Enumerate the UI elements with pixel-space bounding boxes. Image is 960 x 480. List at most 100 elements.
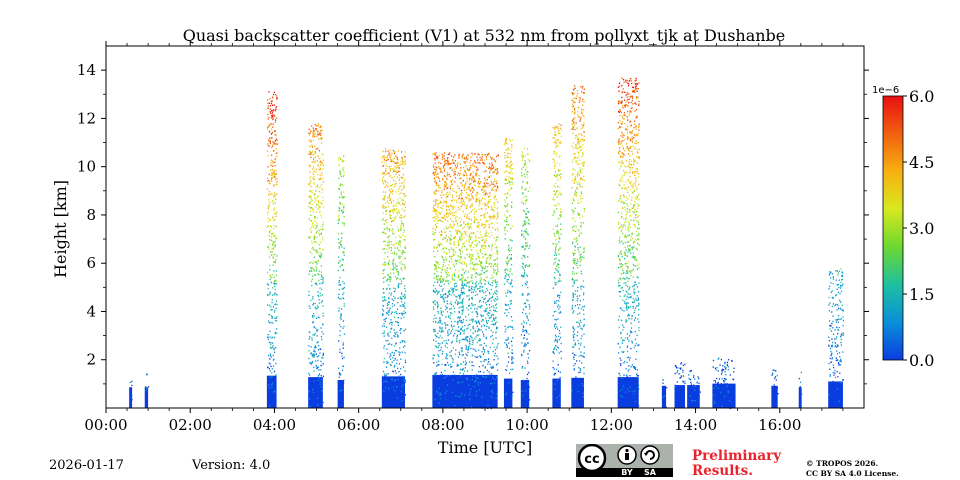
signal-point — [554, 131, 556, 133]
signal-point — [459, 259, 461, 261]
signal-point — [390, 221, 393, 223]
signal-point — [322, 228, 324, 231]
signal-point — [397, 322, 399, 324]
signal-point — [508, 342, 510, 344]
signal-point — [441, 231, 443, 233]
signal-point — [398, 174, 400, 177]
signal-point — [510, 292, 512, 294]
signal-point — [272, 254, 274, 256]
signal-point — [485, 270, 487, 273]
signal-point — [386, 226, 388, 228]
surface-layer — [129, 387, 133, 408]
signal-point — [582, 387, 584, 390]
signal-point — [445, 201, 447, 203]
signal-point — [492, 323, 495, 325]
signal-point — [446, 307, 448, 309]
signal-point — [577, 321, 579, 323]
signal-point — [275, 143, 277, 145]
signal-point — [466, 346, 468, 348]
signal-point — [385, 380, 387, 382]
signal-point — [484, 198, 486, 200]
signal-point — [400, 185, 402, 187]
signal-point — [394, 263, 396, 265]
signal-point — [433, 166, 435, 168]
signal-point — [404, 290, 407, 292]
signal-point — [342, 222, 344, 224]
signal-point — [389, 390, 391, 392]
signal-point — [392, 357, 394, 359]
signal-point — [384, 180, 386, 182]
signal-point — [462, 268, 464, 271]
signal-point — [468, 286, 470, 289]
signal-point — [432, 354, 434, 356]
signal-point — [472, 291, 474, 293]
signal-point — [505, 260, 507, 263]
signal-point — [526, 217, 528, 219]
signal-point — [449, 212, 451, 214]
signal-point — [465, 263, 467, 265]
signal-point — [320, 252, 322, 255]
signal-point — [342, 210, 344, 212]
signal-point — [309, 236, 311, 238]
signal-point — [433, 171, 435, 173]
signal-point — [477, 377, 479, 379]
signal-point — [382, 205, 384, 207]
signal-point — [386, 360, 388, 363]
signal-point — [525, 200, 527, 203]
signal-point — [453, 279, 456, 281]
signal-point — [559, 214, 561, 216]
signal-point — [463, 287, 465, 290]
signal-point — [403, 193, 405, 195]
signal-point — [342, 297, 344, 299]
signal-point — [583, 313, 585, 315]
signal-point — [472, 154, 474, 156]
signal-point — [496, 227, 498, 229]
signal-point — [485, 238, 487, 240]
signal-point — [470, 211, 473, 213]
signal-point — [389, 167, 392, 170]
signal-point — [442, 178, 444, 181]
signal-point — [341, 197, 344, 199]
signal-point — [309, 196, 311, 198]
signal-point — [387, 388, 389, 390]
signal-point — [460, 255, 462, 258]
signal-point — [390, 278, 392, 280]
signal-point — [577, 326, 579, 328]
signal-point — [574, 342, 576, 344]
signal-point — [316, 268, 318, 270]
signal-point — [398, 179, 400, 181]
signal-point — [321, 226, 323, 228]
signal-point — [436, 276, 438, 278]
signal-point — [384, 244, 386, 247]
signal-point — [559, 132, 561, 134]
signal-point — [486, 307, 488, 309]
signal-point — [554, 388, 556, 391]
signal-point — [267, 246, 269, 249]
signal-point — [473, 286, 475, 288]
signal-point — [579, 360, 581, 362]
signal-point — [272, 96, 274, 99]
signal-point — [383, 325, 386, 327]
signal-point — [572, 132, 574, 134]
signal-point — [487, 193, 489, 196]
signal-point — [314, 193, 316, 195]
signal-point — [496, 236, 498, 238]
signal-point — [468, 194, 470, 196]
signal-point — [468, 345, 470, 348]
signal-point — [492, 253, 494, 255]
signal-point — [400, 390, 403, 393]
signal-point — [473, 393, 475, 395]
signal-point — [273, 280, 275, 283]
signal-point — [459, 340, 461, 342]
signal-point — [472, 348, 474, 350]
signal-point — [448, 316, 450, 318]
signal-point — [308, 128, 310, 130]
signal-point — [434, 287, 437, 290]
signal-point — [470, 401, 472, 403]
signal-point — [464, 223, 466, 226]
signal-point — [526, 199, 528, 201]
signal-point — [391, 379, 393, 381]
signal-point — [479, 287, 481, 289]
signal-point — [494, 185, 496, 187]
signal-point — [312, 296, 314, 298]
